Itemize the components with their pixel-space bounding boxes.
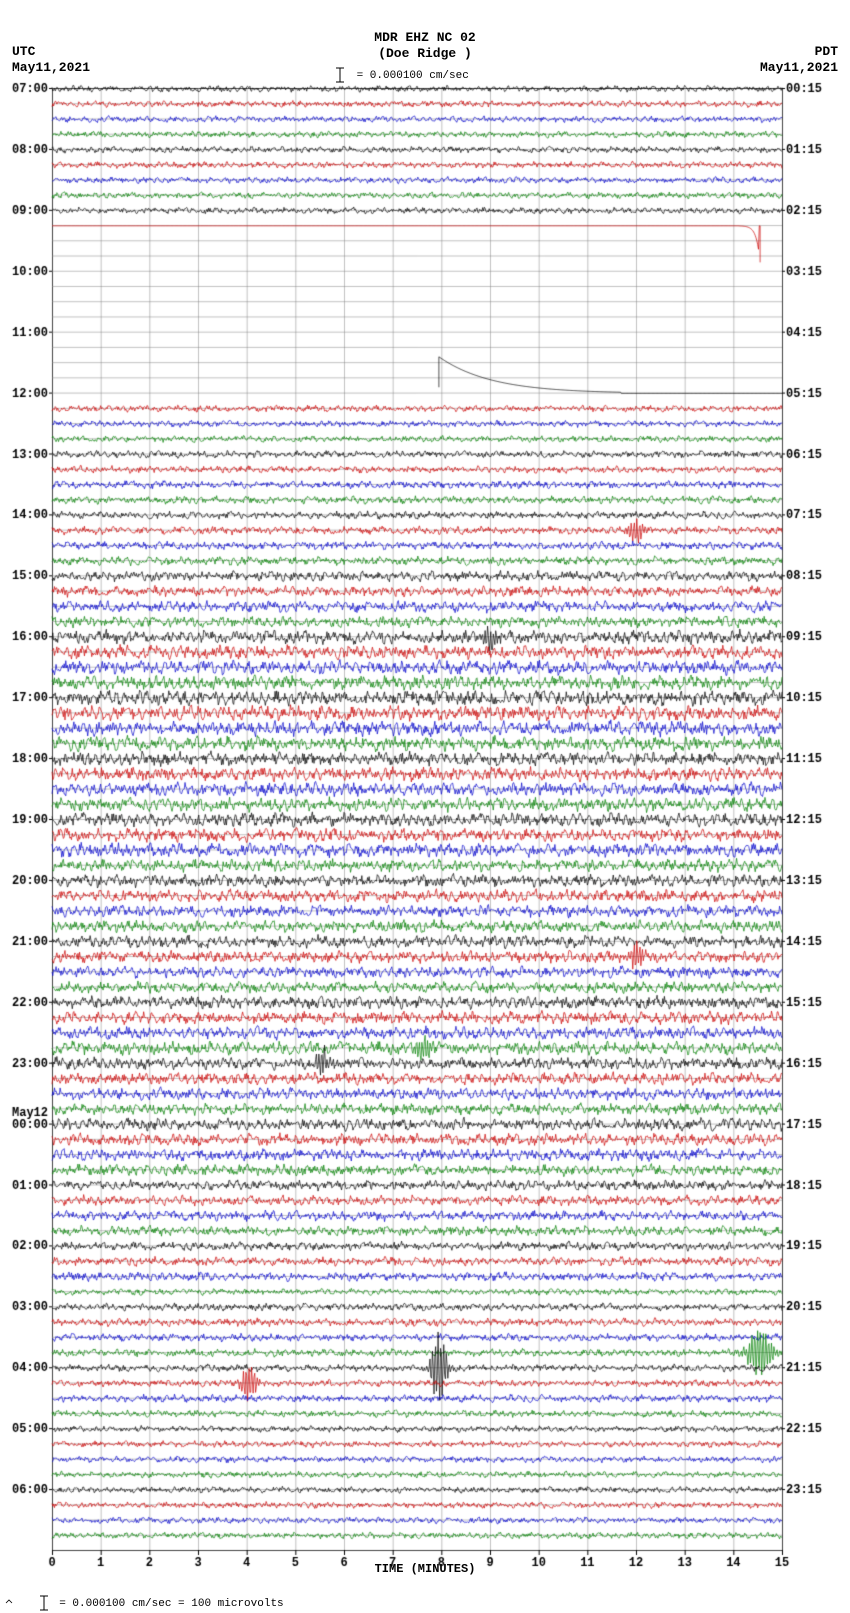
- footer-scale: = 0.000100 cm/sec = 100 microvolts: [4, 1594, 284, 1612]
- footer-scale-text: = 0.000100 cm/sec = 100 microvolts: [59, 1598, 283, 1610]
- x-axis-label: TIME (MINUTES): [375, 1562, 476, 1576]
- helicorder-plot: [0, 0, 850, 1613]
